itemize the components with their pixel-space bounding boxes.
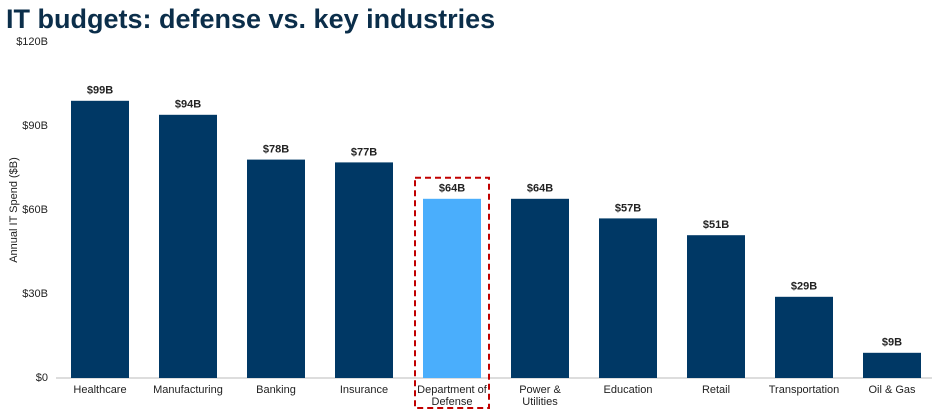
bar (423, 198, 481, 378)
value-label: $57B (615, 202, 641, 214)
y-axis-title: Annual IT Spend ($B) (8, 157, 20, 263)
value-label: $94B (175, 99, 201, 111)
value-label: $99B (87, 85, 113, 97)
y-tick-label: $120B (16, 36, 48, 48)
bar (71, 100, 129, 379)
x-tick-label: Department of Defense (417, 384, 487, 408)
bar (335, 162, 393, 378)
x-tick-label: Insurance (339, 384, 389, 396)
value-label: $78B (263, 144, 289, 156)
x-tick-label: Manufacturing (153, 384, 223, 396)
y-tick-label: $30B (22, 288, 48, 300)
bar (247, 159, 305, 378)
bar (687, 235, 745, 378)
value-label: $29B (791, 281, 817, 293)
chart-title: IT budgets: defense vs. key industries (6, 4, 495, 34)
x-tick-label: Transportation (768, 384, 840, 396)
x-tick-label: Healthcare (73, 384, 127, 396)
bar (863, 352, 921, 378)
x-tick-label: Retail (701, 384, 731, 396)
value-label: $64B (439, 183, 465, 195)
bar (599, 218, 657, 378)
bar (775, 296, 833, 378)
x-tick-label: Power & Utilities (519, 384, 561, 408)
value-label: $77B (351, 146, 377, 158)
value-label: $9B (882, 337, 902, 349)
y-tick-label: $0 (36, 372, 48, 384)
x-tick-label: Banking (256, 384, 296, 396)
x-tick-label: Oil & Gas (868, 384, 916, 396)
y-tick-label: $60B (22, 204, 48, 216)
highlight-box (414, 176, 490, 409)
x-tick-label: Education (603, 384, 653, 396)
value-label: $64B (527, 183, 553, 195)
bar (159, 114, 217, 379)
value-label: $51B (703, 219, 729, 231)
bar (511, 198, 569, 378)
y-tick-label: $90B (22, 120, 48, 132)
